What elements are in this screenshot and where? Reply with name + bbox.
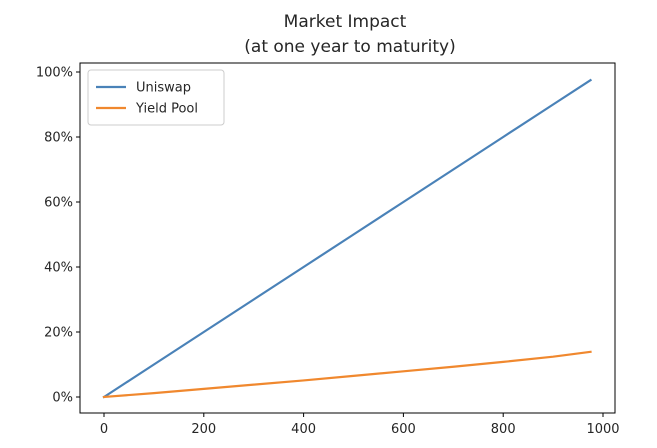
plot-frame [79, 62, 616, 414]
y-tick-label: 40% [44, 261, 73, 276]
x-tick-label: 0 [100, 422, 108, 437]
x-tick-label: 1000 [586, 422, 619, 437]
legend-label: Yield Pool [135, 102, 198, 117]
y-tick-label: 20% [44, 326, 73, 341]
series-line-yield-pool [102, 350, 592, 399]
y-tick-label: 80% [44, 131, 73, 146]
series-group [102, 78, 593, 399]
series-line-uniswap [102, 78, 593, 399]
x-tick-label: 800 [491, 422, 516, 437]
legend-label: Uniswap [136, 81, 191, 96]
legend-box [87, 69, 225, 126]
y-tick-label: 100% [36, 66, 73, 81]
chart-subtitle: (at one year to maturity) [244, 37, 455, 57]
x-tick-label: 200 [191, 422, 216, 437]
chart-title: Market Impact [284, 12, 407, 32]
axes-group: 0 200 400 600 800 1000 0% 20% 40% 60% 80% 100% [36, 62, 620, 437]
x-tick-label: 400 [291, 422, 316, 437]
y-tick-label: 60% [44, 196, 73, 211]
x-tick-label: 600 [391, 422, 416, 437]
y-tick-label: 0% [52, 391, 73, 406]
legend: Uniswap Yield Pool [87, 69, 225, 126]
